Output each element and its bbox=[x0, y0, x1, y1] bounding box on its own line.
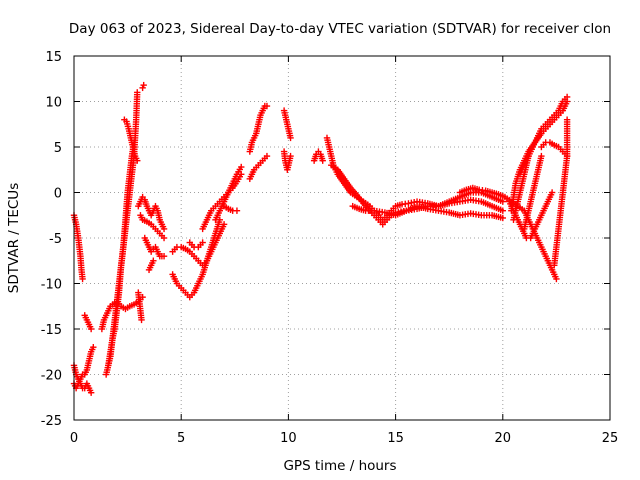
series-s12 bbox=[141, 234, 168, 260]
data-point bbox=[287, 134, 294, 142]
series-s22 bbox=[246, 102, 271, 155]
x-tick-label: 5 bbox=[177, 431, 185, 446]
series-s4 bbox=[81, 312, 95, 333]
x-tick-label: 10 bbox=[280, 431, 297, 446]
data-point bbox=[563, 116, 571, 123]
data-point bbox=[499, 214, 506, 222]
data-point bbox=[134, 157, 141, 164]
series-s10 bbox=[135, 193, 168, 233]
data-point bbox=[134, 89, 141, 96]
series-s14 bbox=[135, 289, 145, 324]
data-point bbox=[140, 81, 147, 89]
data-point bbox=[499, 198, 506, 205]
data-point bbox=[563, 93, 571, 101]
series-s3 bbox=[70, 344, 97, 392]
y-tick-label: -15 bbox=[41, 323, 62, 338]
data-point bbox=[233, 207, 241, 214]
data-point bbox=[548, 189, 556, 196]
data-point bbox=[87, 389, 95, 396]
x-tick-label: 20 bbox=[495, 431, 512, 446]
series-s8 bbox=[121, 116, 141, 164]
data-point bbox=[220, 221, 228, 228]
series-s33 bbox=[510, 152, 532, 223]
data-point bbox=[138, 316, 145, 324]
x-tick-label: 0 bbox=[70, 431, 78, 446]
tick-labels: 0 5 10 15 20 25 -25 -20 -15 -10 -5 0 5 10 15 bbox=[41, 50, 619, 446]
data-point bbox=[90, 344, 97, 351]
y-tick-label: -5 bbox=[49, 232, 62, 247]
data-point bbox=[79, 275, 86, 283]
data-point bbox=[160, 234, 168, 242]
series-s19 bbox=[212, 163, 245, 223]
series-s13 bbox=[145, 257, 157, 274]
y-axis-title: SDTVAR / TECUs bbox=[6, 183, 22, 293]
series-s20 bbox=[220, 202, 241, 214]
x-tick-label: 25 bbox=[602, 431, 619, 446]
y-tick-label: 5 bbox=[54, 141, 62, 156]
data-point bbox=[538, 152, 545, 160]
data-point bbox=[150, 257, 157, 264]
data-point bbox=[199, 239, 206, 246]
series-s25 bbox=[310, 148, 326, 164]
series-s17 bbox=[186, 239, 206, 251]
series-s36 bbox=[551, 116, 571, 269]
series-s24 bbox=[280, 148, 294, 173]
y-tick-label: 0 bbox=[54, 187, 62, 202]
y-tick-label: -20 bbox=[41, 369, 62, 384]
series-s1 bbox=[70, 212, 86, 283]
chart-title: Day 063 of 2023, Sidereal Day-to-day VTE… bbox=[69, 21, 611, 37]
y-tick-label: 15 bbox=[45, 50, 62, 65]
data-point bbox=[287, 152, 294, 160]
series-s34 bbox=[521, 152, 545, 233]
series-s21 bbox=[246, 152, 271, 183]
plot-frame bbox=[73, 55, 611, 421]
data-point bbox=[263, 102, 271, 110]
data-point bbox=[525, 152, 532, 160]
data-points bbox=[70, 81, 571, 396]
series-s9 bbox=[139, 81, 147, 92]
data-point bbox=[238, 163, 245, 171]
data-point bbox=[87, 325, 95, 333]
y-tick-label: -10 bbox=[41, 278, 62, 293]
data-point bbox=[160, 225, 168, 233]
series-s28 bbox=[349, 202, 506, 222]
x-axis-title: GPS time / hours bbox=[283, 458, 396, 474]
data-point bbox=[319, 157, 326, 164]
series-s11 bbox=[137, 212, 168, 242]
y-tick-label: -25 bbox=[41, 414, 62, 429]
data-point bbox=[553, 275, 560, 283]
data-point bbox=[160, 253, 168, 260]
series-s23 bbox=[280, 107, 294, 142]
series-s16 bbox=[169, 216, 223, 301]
data-point bbox=[263, 152, 271, 160]
x-tick-label: 15 bbox=[387, 431, 404, 446]
data-point bbox=[499, 207, 506, 214]
y-tick-label: 10 bbox=[45, 96, 62, 111]
series-s7 bbox=[105, 139, 138, 369]
